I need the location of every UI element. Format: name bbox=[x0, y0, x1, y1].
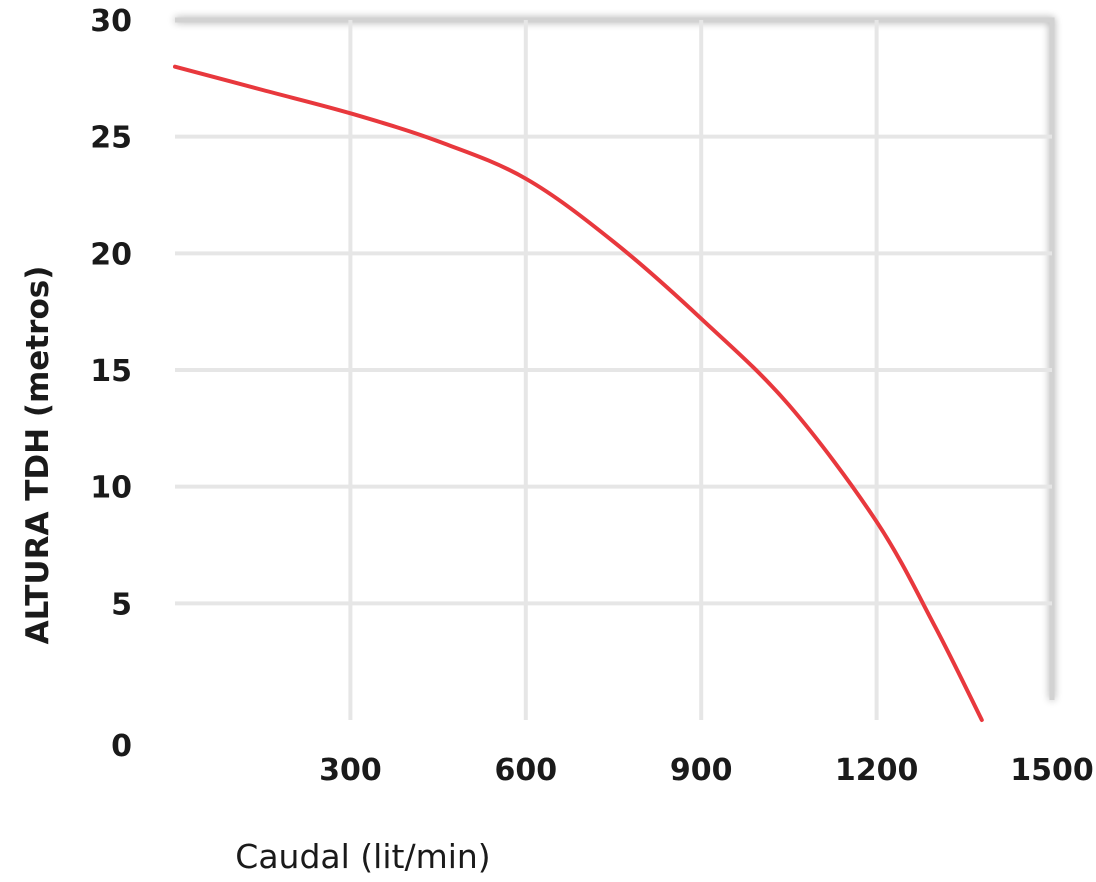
grid-lines bbox=[175, 20, 1052, 720]
y-axis-ticks: 5 10 15 20 25 30 bbox=[90, 4, 132, 622]
y-axis-label: ALTURA TDH (metros) bbox=[20, 266, 56, 645]
x-tick-label: 1500 bbox=[1010, 753, 1094, 788]
series-layer bbox=[173, 64, 984, 722]
y-tick-label: 15 bbox=[90, 354, 132, 389]
y-tick-label: 5 bbox=[111, 587, 132, 622]
y-tick-label: 25 bbox=[90, 121, 132, 156]
y-tick-label: 30 bbox=[90, 4, 132, 39]
series-line-0 bbox=[173, 64, 984, 722]
x-axis-label: Caudal (lit/min) bbox=[235, 837, 490, 876]
x-tick-label: 900 bbox=[670, 753, 733, 788]
plot-border bbox=[175, 17, 1055, 700]
plot-frame bbox=[175, 17, 1055, 700]
y-tick-label: 20 bbox=[90, 237, 132, 272]
x-tick-label: 1200 bbox=[835, 753, 919, 788]
x-axis-ticks: 0 300 600 900 1200 1500 bbox=[111, 729, 1094, 788]
x-tick-label: 300 bbox=[319, 753, 382, 788]
y-tick-label: 10 bbox=[90, 471, 132, 506]
x-tick-label: 0 bbox=[111, 729, 132, 764]
x-tick-label: 600 bbox=[494, 753, 557, 788]
